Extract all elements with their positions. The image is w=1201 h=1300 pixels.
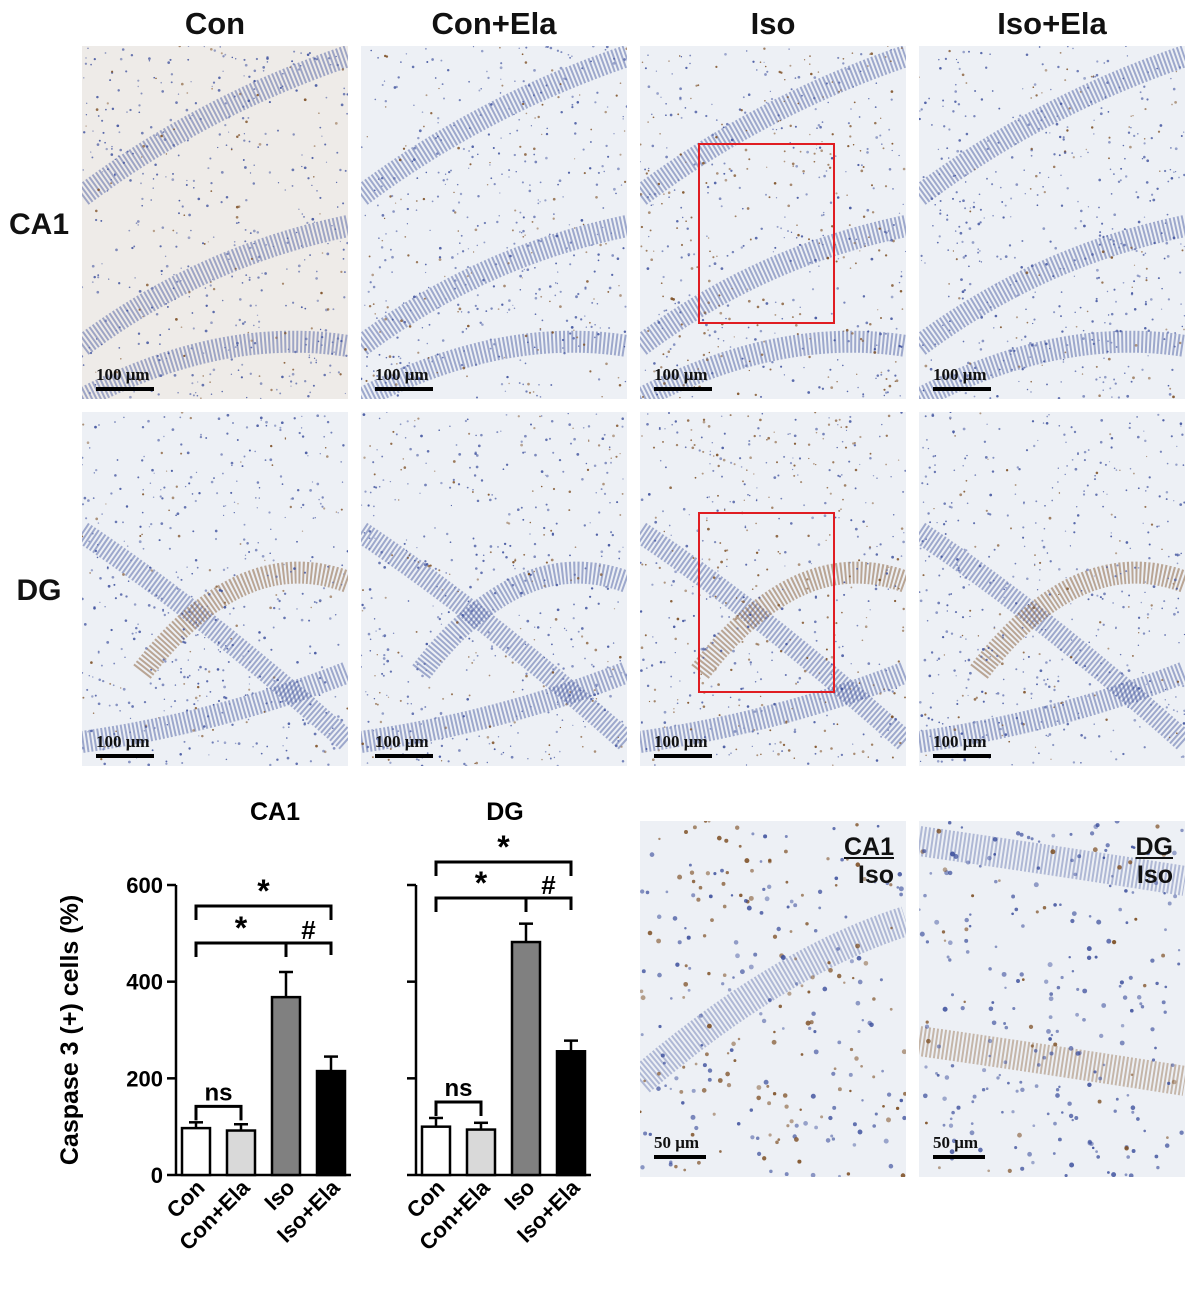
scale-bar-label: 100 μm	[654, 732, 708, 751]
scale-bar-line	[654, 754, 712, 758]
scale-bar-line	[933, 1155, 985, 1159]
roi-box	[698, 512, 835, 693]
scale-bar: 50 μm	[919, 1133, 1019, 1171]
scale-bar: 100 μm	[82, 732, 182, 766]
significance-bracket	[524, 896, 573, 910]
scale-bar-line	[375, 387, 433, 391]
scale-bar: 100 μm	[919, 365, 1019, 399]
inset-region-label: CA1	[843, 833, 894, 861]
scale-bar-label: 100 μm	[96, 732, 150, 751]
micrograph-ca1-iso: 100 μm	[640, 46, 906, 399]
scale-bar-line	[375, 754, 433, 758]
tissue-texture	[640, 821, 906, 1177]
inset-group-label: Iso	[1136, 861, 1173, 889]
scale-bar-line	[933, 387, 991, 391]
scale-bar: 100 μm	[919, 732, 1019, 766]
micrograph-ca1-con-ela: 100 μm	[361, 46, 627, 399]
micrograph-dg-con: 100 μm	[82, 412, 348, 766]
scale-bar: 100 μm	[640, 732, 740, 766]
micrograph-ca1-iso-ela: 100 μm	[919, 46, 1185, 399]
tissue-texture	[82, 412, 348, 766]
bar-iso	[510, 940, 542, 1177]
scale-bar: 100 μm	[640, 365, 740, 399]
y-tick-label: 0	[151, 1163, 163, 1188]
significance-bracket	[284, 941, 333, 955]
scale-bar-line	[654, 387, 712, 391]
significance-bracket	[434, 860, 573, 876]
inset-region-label: DG	[1135, 833, 1174, 861]
significance-label: *	[235, 910, 248, 946]
significance-label: #	[541, 870, 556, 900]
scale-bar-label: 100 μm	[933, 365, 987, 384]
scale-bar-label: 100 μm	[654, 365, 708, 384]
scale-bar: 50 μm	[640, 1133, 740, 1171]
inset-label: CA1 Iso	[844, 833, 894, 889]
inset-dg-iso: 50 μm DG Iso	[919, 821, 1185, 1177]
column-header-con: Con	[184, 6, 246, 41]
inset-group-label: Iso	[857, 861, 894, 889]
scale-bar-label: 100 μm	[933, 732, 987, 751]
y-tick-label: 600	[126, 873, 163, 898]
bar-iso-ela	[555, 1050, 587, 1177]
scale-bar-line	[654, 1155, 706, 1159]
significance-bracket	[194, 1104, 243, 1121]
tissue-texture	[82, 46, 348, 399]
bar-con	[180, 1126, 212, 1177]
bar-con	[420, 1125, 452, 1177]
significance-label: *	[497, 829, 510, 865]
bar-iso-ela	[315, 1069, 347, 1177]
y-tick-label: 400	[126, 970, 163, 995]
significance-label: ns	[444, 1075, 472, 1102]
column-header-iso: Iso	[750, 6, 796, 41]
scale-bar-label: 100 μm	[375, 365, 429, 384]
scale-bar-line	[96, 387, 154, 391]
roi-box	[698, 143, 835, 324]
scale-bar-label: 50 μm	[654, 1133, 700, 1152]
micrograph-dg-iso: 100 μm	[640, 412, 906, 766]
scale-bar-line	[933, 754, 991, 758]
inset-label: DG Iso	[1136, 833, 1174, 889]
scale-bar-label: 50 μm	[933, 1133, 979, 1152]
scale-bar-label: 100 μm	[375, 732, 429, 751]
chart-title: CA1	[250, 798, 300, 826]
bar-con-ela	[465, 1128, 497, 1177]
significance-label: ns	[204, 1079, 232, 1106]
significance-label: *	[257, 873, 270, 909]
scale-bar: 100 μm	[361, 732, 461, 766]
scale-bar: 100 μm	[82, 365, 182, 399]
micrograph-dg-con-ela: 100 μm	[361, 412, 627, 766]
row-label-dg: DG	[16, 574, 62, 607]
scale-bar: 100 μm	[361, 365, 461, 399]
tissue-texture	[640, 46, 906, 399]
chart-title: DG	[486, 798, 524, 826]
tissue-texture	[361, 412, 627, 766]
row-label-ca1: CA1	[8, 208, 69, 241]
tissue-texture	[919, 412, 1185, 766]
scale-bar-label: 100 μm	[96, 365, 150, 384]
tissue-texture	[919, 821, 1185, 1177]
y-axis-label: Caspase 3 (+) cells (%)	[56, 895, 84, 1165]
scale-bar-line	[96, 754, 154, 758]
significance-label: #	[301, 915, 316, 945]
micrograph-dg-iso-ela: 100 μm	[919, 412, 1185, 766]
column-header-con-ela: Con+Ela	[431, 6, 557, 41]
significance-bracket	[194, 904, 333, 920]
bar-iso	[270, 995, 302, 1177]
significance-bracket	[434, 1100, 483, 1116]
inset-ca1-iso: 50 μm CA1 Iso	[640, 821, 906, 1177]
tissue-texture	[640, 412, 906, 766]
significance-label: *	[475, 865, 488, 901]
y-tick-label: 200	[126, 1066, 163, 1091]
bar-con-ela	[225, 1129, 257, 1177]
column-header-iso-ela: Iso+Ela	[997, 6, 1107, 41]
tissue-texture	[361, 46, 627, 399]
micrograph-ca1-con: 100 μm	[82, 46, 348, 399]
tissue-texture	[919, 46, 1185, 399]
